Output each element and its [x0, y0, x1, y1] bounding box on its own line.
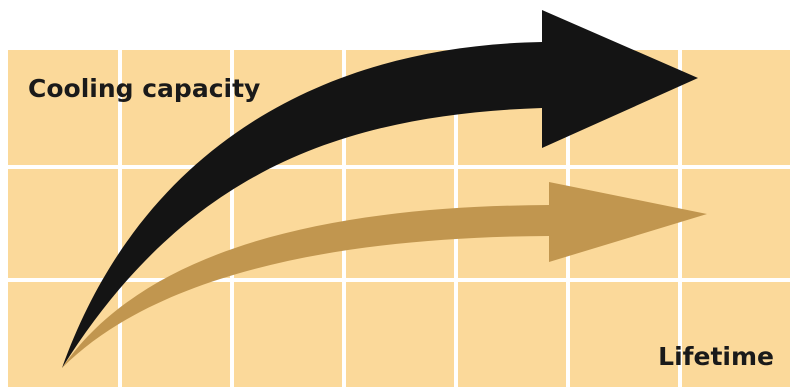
cooling-capacity-arrow: [62, 10, 698, 368]
lifetime-arrow: [62, 182, 707, 368]
y-axis-label: Cooling capacity: [28, 74, 261, 103]
x-axis-label: Lifetime: [658, 342, 774, 371]
